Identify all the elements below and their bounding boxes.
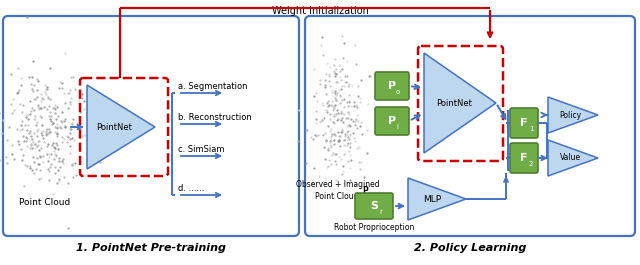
- Text: P: P: [388, 81, 396, 91]
- Text: d. ......: d. ......: [178, 184, 204, 193]
- Polygon shape: [548, 97, 598, 133]
- Text: F: F: [520, 153, 528, 163]
- Text: P: P: [388, 116, 396, 126]
- Text: i: i: [396, 124, 398, 130]
- Text: Weight Initialization: Weight Initialization: [271, 6, 369, 16]
- Text: 1. PointNet Pre-training: 1. PointNet Pre-training: [76, 243, 226, 253]
- Text: S: S: [370, 201, 378, 211]
- FancyBboxPatch shape: [375, 107, 409, 135]
- Polygon shape: [424, 53, 496, 153]
- Text: a. Segmentation: a. Segmentation: [178, 82, 248, 91]
- Text: b. Reconstruction: b. Reconstruction: [178, 113, 252, 122]
- Text: Policy: Policy: [559, 111, 582, 120]
- Polygon shape: [87, 85, 155, 169]
- Text: F: F: [520, 118, 528, 128]
- Text: 2. Policy Learning: 2. Policy Learning: [414, 243, 526, 253]
- Text: 2: 2: [529, 161, 533, 167]
- Text: PointNet: PointNet: [436, 99, 472, 108]
- Text: c. SimSiam: c. SimSiam: [178, 145, 225, 154]
- Text: o: o: [396, 89, 400, 95]
- FancyBboxPatch shape: [510, 108, 538, 138]
- Text: PointNet: PointNet: [96, 122, 132, 131]
- Text: Robot Proprioception: Robot Proprioception: [334, 223, 414, 232]
- FancyBboxPatch shape: [510, 143, 538, 173]
- FancyBboxPatch shape: [355, 193, 393, 219]
- Polygon shape: [408, 178, 466, 220]
- Polygon shape: [548, 140, 598, 176]
- Text: Point Cloud: Point Cloud: [19, 198, 70, 207]
- Text: MLP: MLP: [423, 195, 442, 204]
- Text: 1: 1: [529, 126, 534, 132]
- Text: Observed + Imagined
Point Cloud: Observed + Imagined Point Cloud: [296, 180, 380, 201]
- Text: r: r: [379, 209, 382, 215]
- FancyBboxPatch shape: [375, 72, 409, 100]
- Text: Value: Value: [560, 153, 581, 162]
- Text: P: P: [362, 186, 368, 195]
